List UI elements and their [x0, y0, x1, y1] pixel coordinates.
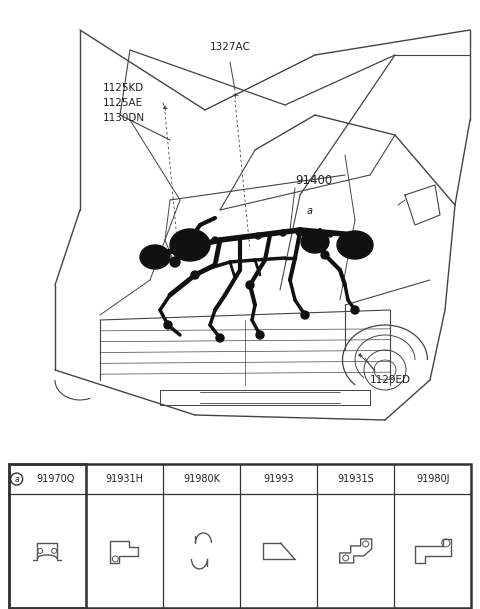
Text: a: a [14, 475, 19, 484]
Circle shape [359, 354, 361, 356]
Ellipse shape [301, 231, 329, 253]
Text: 1130DN: 1130DN [103, 113, 145, 123]
Circle shape [351, 306, 359, 314]
Text: 91931H: 91931H [105, 474, 144, 484]
Ellipse shape [140, 245, 170, 269]
Circle shape [164, 321, 172, 329]
Text: 91931S: 91931S [337, 474, 374, 484]
Text: 91980K: 91980K [183, 474, 220, 484]
Circle shape [246, 281, 254, 289]
Circle shape [216, 334, 224, 342]
Text: 91400: 91400 [295, 174, 332, 186]
Circle shape [170, 257, 180, 267]
Circle shape [302, 229, 308, 235]
Text: 91980J: 91980J [416, 474, 450, 484]
Circle shape [256, 331, 264, 339]
Text: 1327AC: 1327AC [210, 42, 251, 52]
Circle shape [191, 271, 199, 279]
Circle shape [212, 237, 218, 243]
Ellipse shape [170, 229, 210, 261]
Text: 1125KD: 1125KD [103, 83, 144, 93]
Ellipse shape [337, 231, 373, 259]
Text: 1125AE: 1125AE [103, 98, 143, 108]
Circle shape [164, 107, 166, 109]
Circle shape [234, 94, 236, 96]
Circle shape [301, 311, 309, 319]
Bar [9, 464, 471, 608]
Circle shape [327, 231, 333, 237]
Text: 1129ED: 1129ED [370, 375, 411, 385]
Bar [9, 464, 86, 608]
Text: 91993: 91993 [263, 474, 294, 484]
Circle shape [321, 251, 329, 259]
Text: 91970Q: 91970Q [36, 474, 74, 484]
Circle shape [255, 233, 261, 239]
Circle shape [280, 230, 286, 236]
Circle shape [296, 228, 304, 236]
Text: a: a [307, 206, 313, 216]
